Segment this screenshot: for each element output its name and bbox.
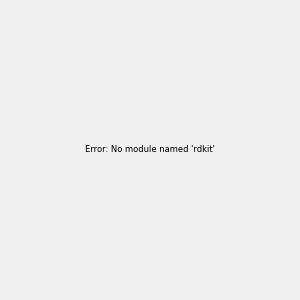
Text: Error: No module named 'rdkit': Error: No module named 'rdkit' (85, 146, 215, 154)
